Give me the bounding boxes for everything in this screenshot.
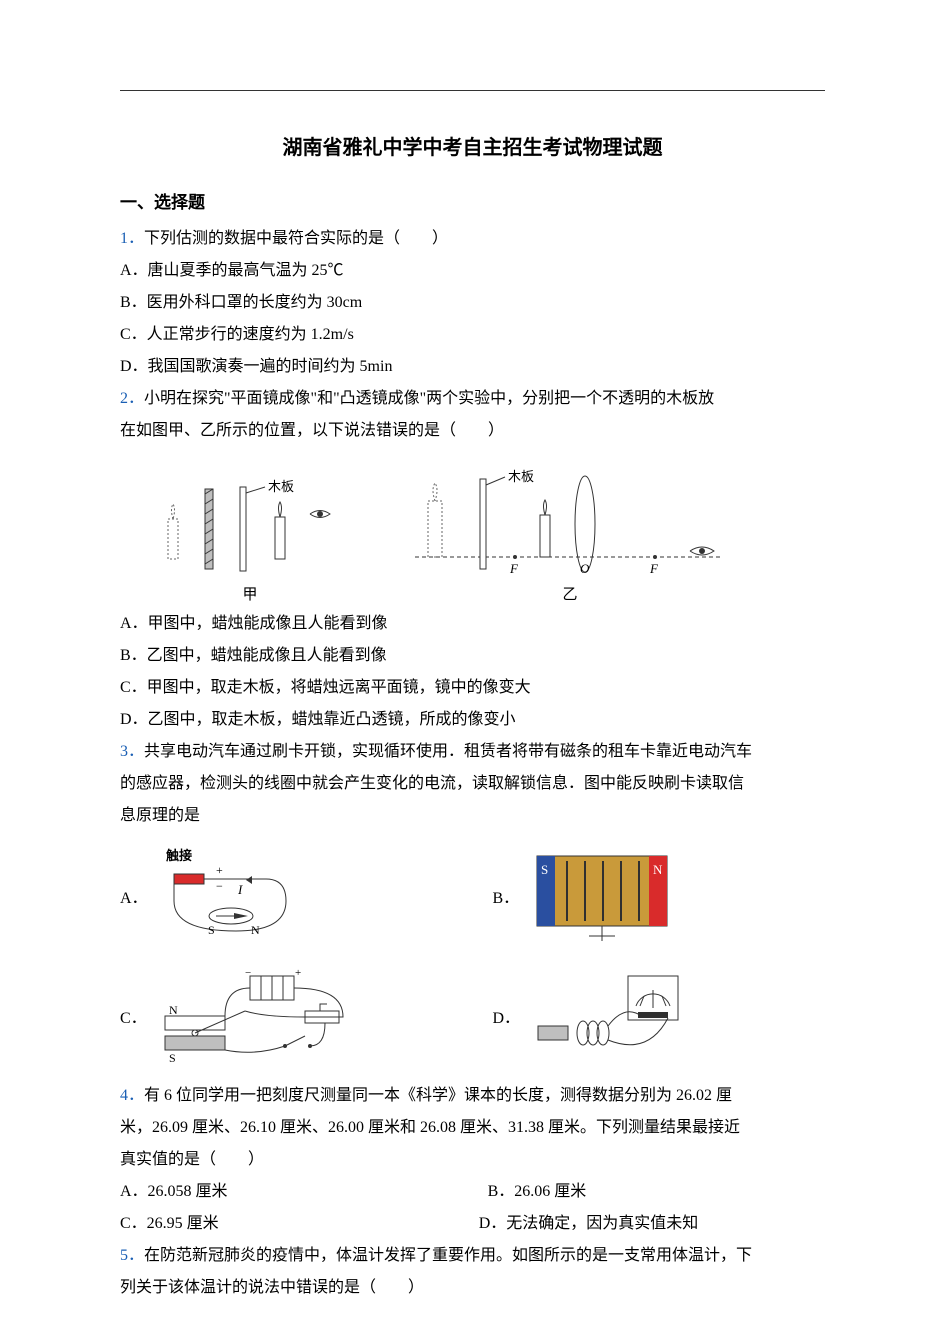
top-rule <box>120 90 825 91</box>
q4-stem1-text: 有 6 位同学用一把刻度尺测量同一本《科学》课本的长度，测得数据分别为 26.0… <box>144 1087 732 1104</box>
q2-figure-yi-svg: 木板 F O F <box>410 459 730 579</box>
q3-figure-b-svg: S N <box>527 846 677 946</box>
q1-option-a: A．唐山夏季的最高气温为 25℃ <box>120 255 825 287</box>
q3-figure-a-svg: 触接 + − I S N <box>156 846 306 946</box>
q3-d-label: D． <box>493 1004 521 1028</box>
q4-option-d: D．无法确定，因为真实值未知 <box>479 1208 699 1240</box>
q2-label-F-right: F <box>649 561 659 576</box>
q2-figure-yi: 木板 F O F 乙 <box>410 459 730 604</box>
q2-stem-line1: 2．小明在探究"平面镜成像"和"凸透镜成像"两个实验中，分别把一个不透明的木板放 <box>120 383 825 415</box>
q2-option-d: D．乙图中，取走木板，蜡烛靠近凸透镜，所成的像变小 <box>120 704 825 736</box>
q3-b-N: N <box>653 862 663 877</box>
q1-option-d: D．我国国歌演奏一遍的时间约为 5min <box>120 351 825 383</box>
q3-choice-a: A． 触接 + − I S N <box>120 846 453 946</box>
q2-figure-jia: 木板 甲 <box>150 459 350 604</box>
q3-figure-c-svg: N S − + <box>155 966 345 1066</box>
svg-text:+: + <box>295 967 301 979</box>
q5-stem1-text: 在防范新冠肺炎的疫情中，体温计发挥了重要作用。如图所示的是一支常用体温计，下 <box>144 1247 752 1264</box>
q4-option-a: A．26.058 厘米 <box>120 1176 228 1208</box>
svg-text:−: − <box>245 967 251 979</box>
q1-number: 1． <box>120 230 144 247</box>
page-title: 湖南省雅礼中学中考自主招生考试物理试题 <box>120 131 825 160</box>
q1-stem: 1．下列估测的数据中最符合实际的是（ ） <box>120 223 825 255</box>
q2-option-c: C．甲图中，取走木板，将蜡烛远离平面镜，镜中的像变大 <box>120 672 825 704</box>
q2-option-b: B．乙图中，蜡烛能成像且人能看到像 <box>120 640 825 672</box>
svg-text:−: − <box>216 879 223 893</box>
q3-a-label: A． <box>120 884 148 908</box>
q3-choice-b: B． S N <box>493 846 826 946</box>
q4-row-cd: C．26.95 厘米 D．无法确定，因为真实值未知 <box>120 1208 825 1240</box>
q2-board-label-1: 木板 <box>268 479 294 494</box>
q3-stem1-text: 共享电动汽车通过刷卡开锁，实现循环使用．租赁者将带有磁条的租车卡靠近电动汽车 <box>144 743 752 760</box>
q3-c-S: S <box>169 1051 176 1065</box>
q4-stem-line1: 4．有 6 位同学用一把刻度尺测量同一本《科学》课本的长度，测得数据分别为 26… <box>120 1080 825 1112</box>
q2-label-O: O <box>580 561 590 576</box>
q4-stem-line2: 米，26.09 厘米、26.10 厘米、26.00 厘米和 26.08 厘米、3… <box>120 1112 825 1144</box>
q3-b-label: B． <box>493 884 520 908</box>
q4-option-b: B．26.06 厘米 <box>488 1176 587 1208</box>
q4-number: 4． <box>120 1087 144 1104</box>
q2-caption-yi: 乙 <box>562 583 577 604</box>
q3-b-S: S <box>541 862 548 877</box>
q3-choice-c: C． N S − + <box>120 966 453 1066</box>
q2-figure-jia-svg: 木板 <box>150 459 350 579</box>
q3-stem-line2: 的感应器，检测头的线圈中就会产生变化的电流，读取解锁信息．图中能反映刷卡读取信 <box>120 768 825 800</box>
q3-choice-d: D． <box>493 966 826 1066</box>
q3-stem-line1: 3．共享电动汽车通过刷卡开锁，实现循环使用．租赁者将带有磁条的租车卡靠近电动汽车 <box>120 736 825 768</box>
q1-option-c: C．人正常步行的速度约为 1.2m/s <box>120 319 825 351</box>
q3-c-N: N <box>169 1003 178 1017</box>
q3-a-tag: 触接 <box>165 848 192 863</box>
q3-a-I: I <box>237 882 243 897</box>
q5-stem-line2: 列关于该体温计的说法中错误的是（ ） <box>120 1272 825 1304</box>
q1-stem-text: 下列估测的数据中最符合实际的是（ ） <box>144 230 448 247</box>
svg-text:+: + <box>216 863 223 877</box>
q1-option-b: B．医用外科口罩的长度约为 30cm <box>120 287 825 319</box>
q2-option-a: A．甲图中，蜡烛能成像且人能看到像 <box>120 608 825 640</box>
section-heading: 一、选择题 <box>120 188 825 213</box>
q3-number: 3． <box>120 743 144 760</box>
q4-row-ab: A．26.058 厘米 B．26.06 厘米 <box>120 1176 825 1208</box>
q4-option-c: C．26.95 厘米 <box>120 1208 219 1240</box>
q4-stem-line3: 真实值的是（ ） <box>120 1144 825 1176</box>
q3-choice-grid: A． 触接 + − I S N B． <box>120 846 825 1066</box>
q3-a-S: S <box>208 923 215 937</box>
q2-stem1-text: 小明在探究"平面镜成像"和"凸透镜成像"两个实验中，分别把一个不透明的木板放 <box>144 390 714 407</box>
q2-number: 2． <box>120 390 144 407</box>
q3-a-N: N <box>251 923 260 937</box>
q2-stem-line2: 在如图甲、乙所示的位置，以下说法错误的是（ ） <box>120 415 825 447</box>
q5-stem-line1: 5．在防范新冠肺炎的疫情中，体温计发挥了重要作用。如图所示的是一支常用体温计，下 <box>120 1240 825 1272</box>
q2-figure-row: 木板 甲 木板 <box>150 459 825 604</box>
q2-board-label-2: 木板 <box>508 469 534 484</box>
q3-figure-d-svg <box>528 966 698 1066</box>
q2-caption-jia: 甲 <box>242 583 257 604</box>
q2-label-F-left: F <box>509 561 519 576</box>
q5-number: 5． <box>120 1247 144 1264</box>
q3-stem-line3: 息原理的是 <box>120 800 825 832</box>
q3-c-label: C． <box>120 1004 147 1028</box>
